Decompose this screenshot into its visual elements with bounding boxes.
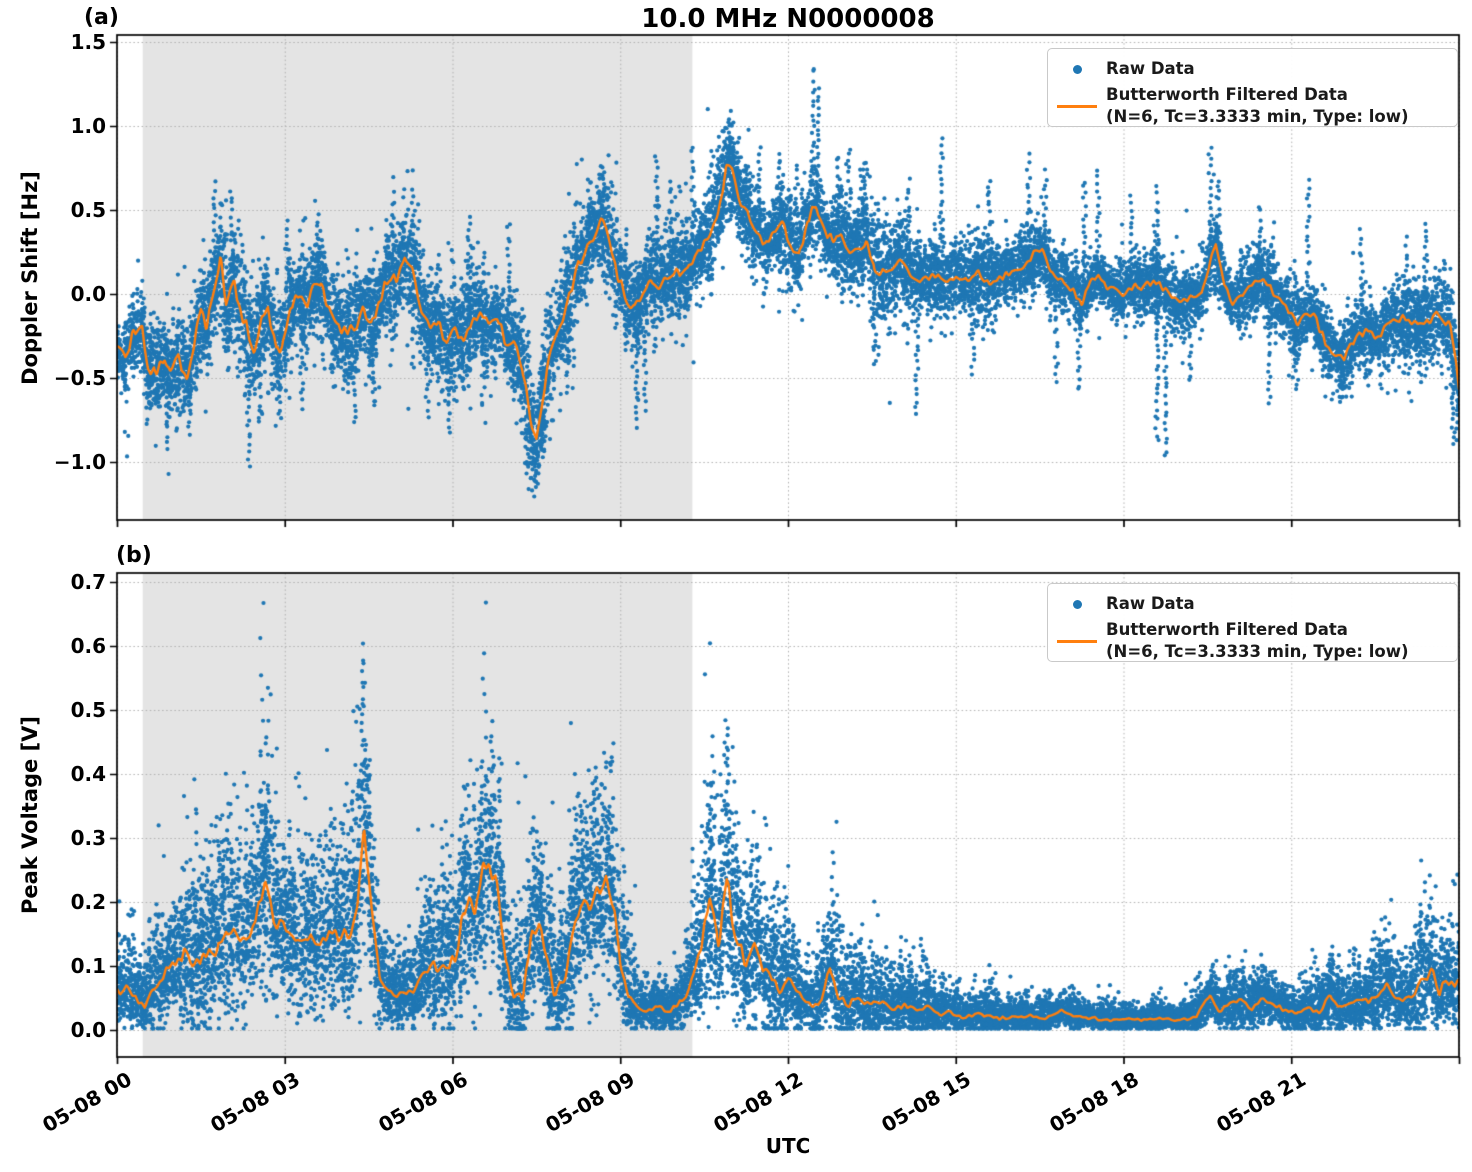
y-tick-label: 1.5: [70, 30, 106, 54]
filtered-line-icon: [1057, 639, 1097, 643]
y-tick-label: −1.0: [53, 450, 106, 474]
filtered-line-swatch: [1048, 104, 1106, 108]
y-tick-label: 0.0: [70, 282, 106, 306]
legend-entry-filtered: Butterworth Filtered Data (N=6, Tc=3.333…: [1048, 84, 1457, 128]
y-tick-label: 0.6: [70, 634, 106, 658]
legend-panel-b: Raw Data Butterworth Filtered Data (N=6,…: [1047, 583, 1458, 662]
raw-data-dot-icon: [1072, 599, 1082, 609]
y-tick-label: 1.0: [70, 114, 106, 138]
y-tick-label: 0.5: [70, 698, 106, 722]
y-tick-label: 0.3: [70, 826, 106, 850]
raw-data-marker-swatch: [1048, 599, 1106, 609]
y-axis-label-voltage: Peak Voltage [V]: [18, 715, 42, 915]
y-tick-label: 0.4: [70, 762, 106, 786]
raw-data-dot-icon: [1072, 64, 1082, 74]
panel-b-tag: (b): [116, 543, 152, 568]
y-tick-label: −0.5: [53, 366, 106, 390]
y-tick-label: 0.5: [70, 198, 106, 222]
x-axis-label: UTC: [765, 1134, 811, 1158]
legend-panel-a: Raw Data Butterworth Filtered Data (N=6,…: [1047, 48, 1458, 127]
filtered-line-swatch: [1048, 639, 1106, 643]
legend-filtered-label-line2: (N=6, Tc=3.3333 min, Type: low): [1106, 107, 1409, 126]
legend-filtered-label-line1: Butterworth Filtered Data: [1106, 620, 1348, 639]
legend-raw-label: Raw Data: [1106, 59, 1195, 78]
y-tick-label: 0.1: [70, 954, 106, 978]
y-tick-label: 0.7: [70, 570, 106, 594]
filtered-line-icon: [1057, 104, 1097, 108]
legend-entry-filtered: Butterworth Filtered Data (N=6, Tc=3.333…: [1048, 619, 1457, 663]
y-tick-label: 0.2: [70, 890, 106, 914]
chart-title: 10.0 MHz N0000008: [641, 4, 935, 34]
legend-filtered-label-line2: (N=6, Tc=3.3333 min, Type: low): [1106, 642, 1409, 661]
y-tick-label: 0.0: [70, 1018, 106, 1042]
legend-raw-label: Raw Data: [1106, 594, 1195, 613]
raw-data-marker-swatch: [1048, 64, 1106, 74]
legend-entry-raw: Raw Data: [1048, 589, 1457, 619]
panel-a-tag: (a): [84, 5, 119, 30]
legend-entry-raw: Raw Data: [1048, 54, 1457, 84]
legend-filtered-label-line1: Butterworth Filtered Data: [1106, 85, 1348, 104]
